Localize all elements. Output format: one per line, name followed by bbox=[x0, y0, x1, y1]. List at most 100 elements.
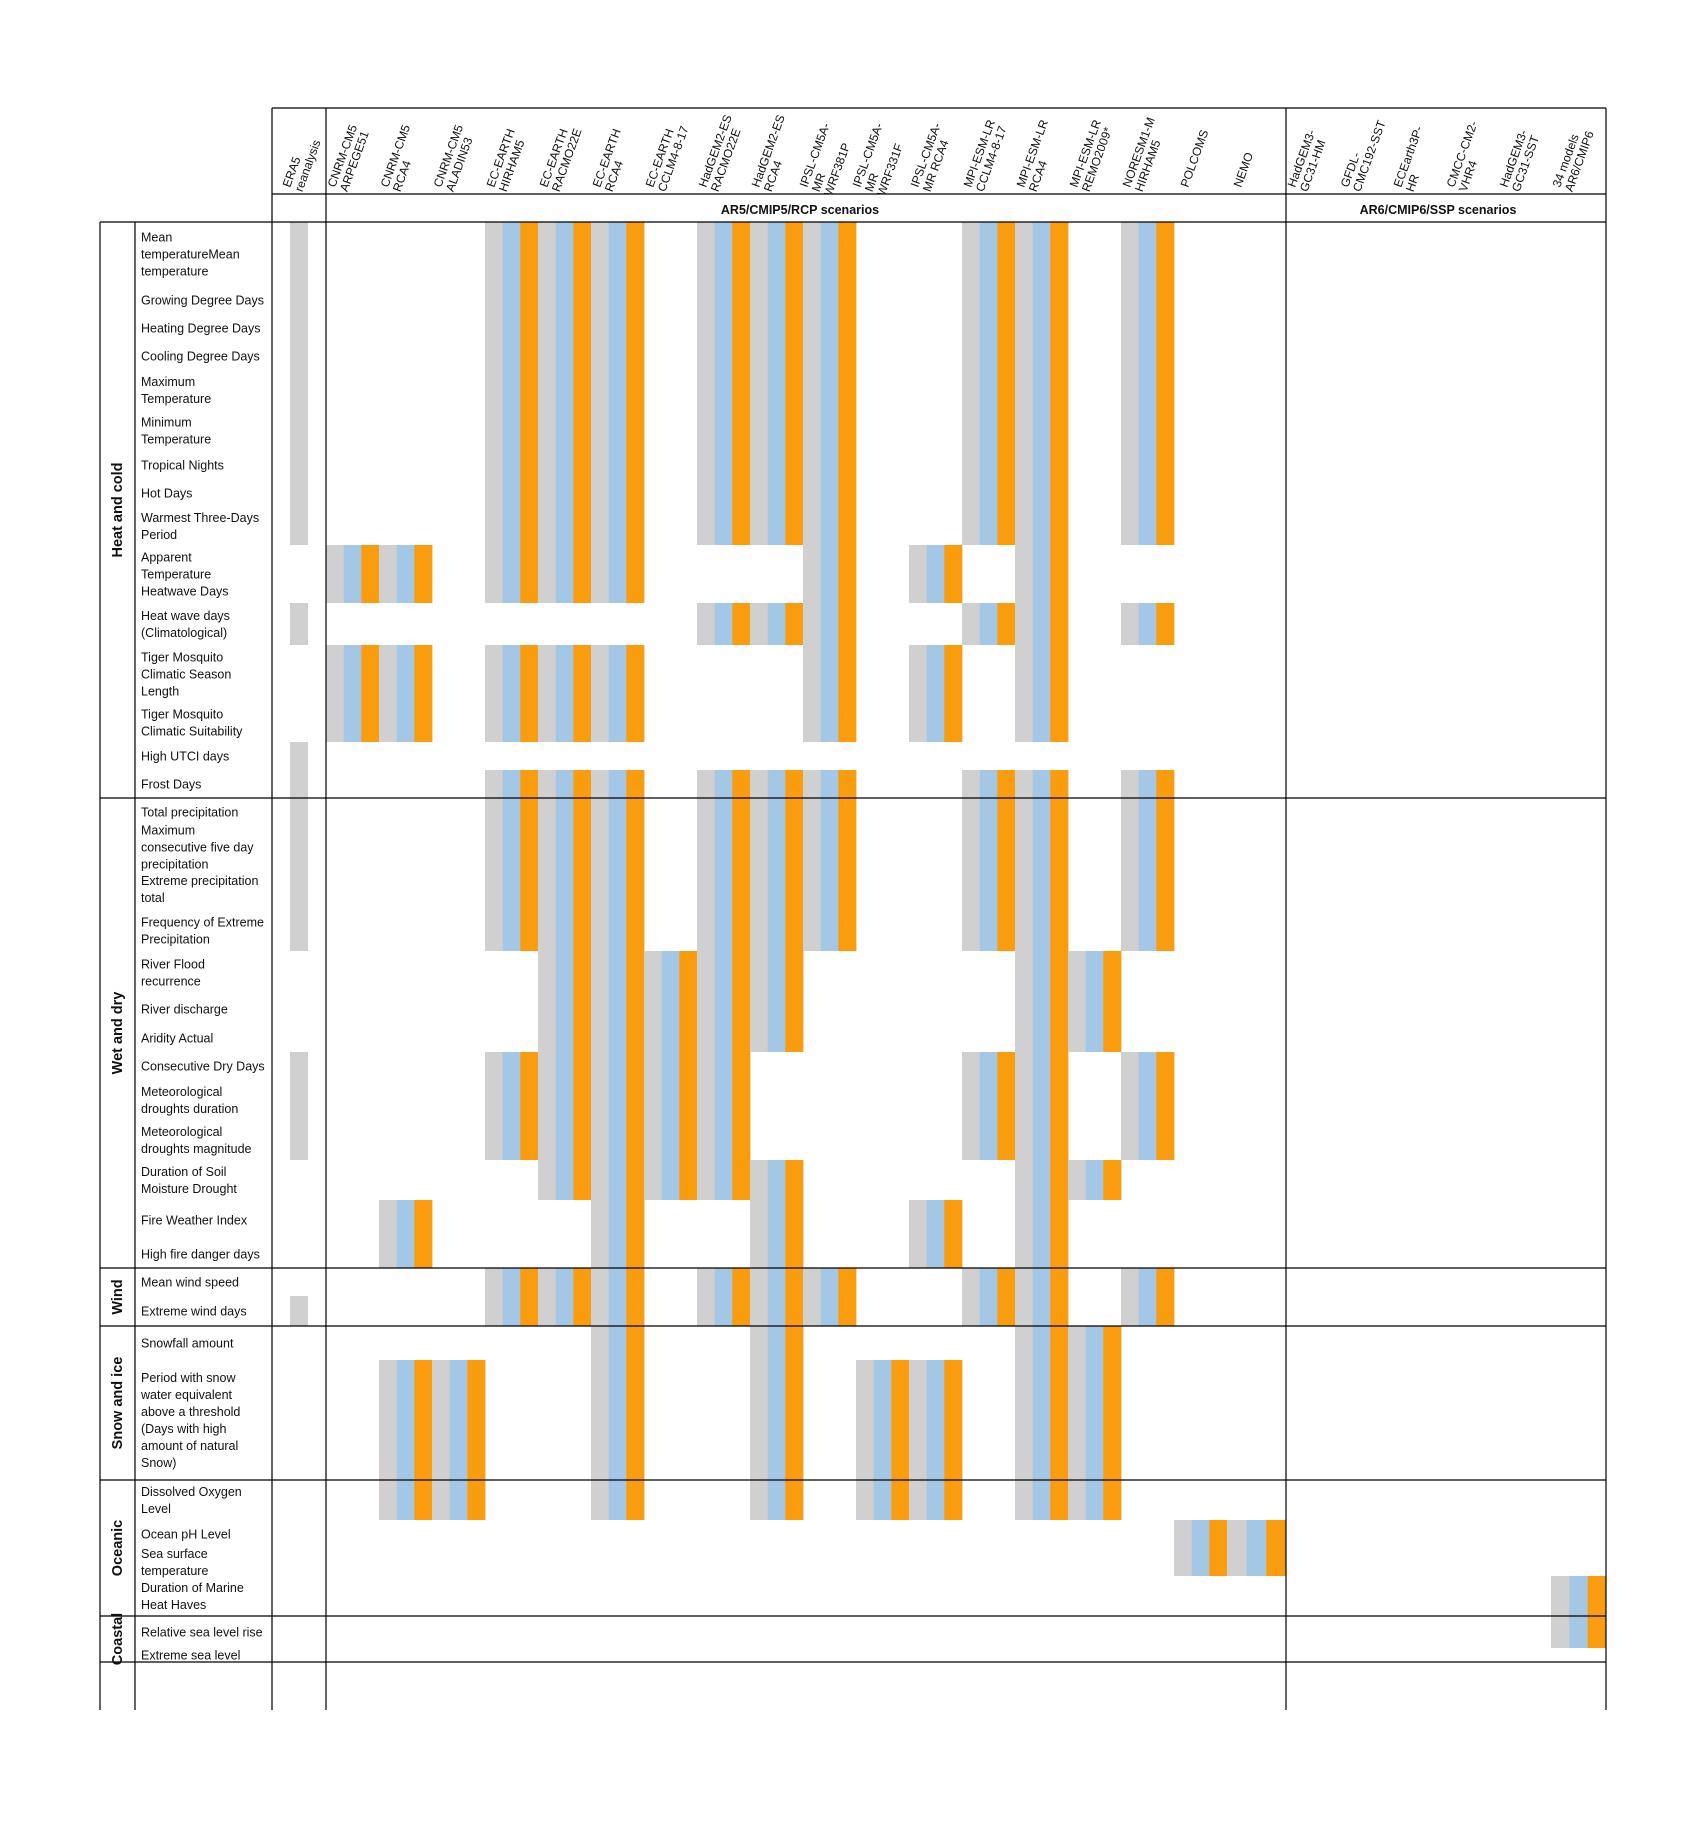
availability-bar-ec-earth-hirham5-rcp85 bbox=[520, 1052, 539, 1160]
indicator-label-line: Length bbox=[141, 685, 179, 699]
indicator-label: Growing Degree Days bbox=[141, 294, 264, 308]
availability-bar-polcoms-historical bbox=[1174, 1520, 1193, 1576]
header-era5: ERA5reanalysis bbox=[280, 133, 324, 193]
availability-bar-ipsl-cm5a-mr-rca4-rcp45 bbox=[926, 545, 945, 603]
indicator-label-line: Duration of Marine bbox=[141, 1581, 244, 1595]
availability-bar-hadgem2-es-rca4-historical bbox=[750, 770, 769, 1052]
indicator-label-line: Apparent bbox=[141, 551, 192, 565]
availability-bar-noresm1-m-hirham5-rcp45 bbox=[1138, 1052, 1157, 1160]
availability-bar-noresm1-m-hirham5-rcp85 bbox=[1156, 1268, 1175, 1326]
header-noresm1-m-hirham5: NORESM1-MHIRHAM5 bbox=[1120, 115, 1170, 193]
availability-bar-mpi-esm-lr-rca4-rcp45 bbox=[1032, 222, 1051, 742]
availability-bar-noresm1-m-hirham5-historical bbox=[1121, 770, 1140, 951]
indicator-label: High UTCI days bbox=[141, 750, 229, 764]
availability-bar-ec-earth-racmo22e-historical bbox=[538, 222, 557, 603]
header-cnrm-cm5-aladin53: CNRM-CM5ALADIN53 bbox=[431, 123, 479, 194]
availability-bar-hadgem2-es-racmo22e-historical bbox=[697, 603, 716, 645]
availability-bar-cnrm-cm5-arpege51-rcp45 bbox=[343, 645, 362, 742]
availability-bar-cnrm-cm5-rca4-historical bbox=[379, 1200, 398, 1268]
indicator-label-line: amount of natural bbox=[141, 1439, 238, 1453]
availability-bar-nemo-rcp45 bbox=[1246, 1520, 1267, 1576]
availability-bar-hadgem2-es-rca4-historical bbox=[750, 1160, 769, 1520]
availability-bar-ec-earth-rca4-rcp45 bbox=[608, 645, 627, 742]
availability-bar-mpi-esm-lr-rca4-rcp45 bbox=[1032, 770, 1051, 1520]
header-mpi-esm-lr-cclm4-8-17: MPI-ESM-LRCCLM4-8-17 bbox=[961, 118, 1011, 194]
availability-bar-ec-earth-rca4-rcp45 bbox=[608, 222, 627, 603]
availability-bar-cnrm-cm5-arpege51-historical bbox=[326, 645, 345, 742]
indicator-label: Tropical Nights bbox=[141, 459, 224, 473]
availability-bar-ec-earth-hirham5-historical bbox=[485, 1052, 504, 1160]
availability-bar-mpi-esm-lr-cclm4-8-17-historical bbox=[962, 770, 981, 951]
availability-bar-cnrm-cm5-rca4-rcp45 bbox=[396, 1200, 415, 1268]
availability-bar-era5 bbox=[290, 1296, 308, 1326]
indicator-label: Hot Days bbox=[141, 487, 192, 501]
availability-bar-era5 bbox=[290, 222, 308, 545]
indicator-label: Ocean pH Level bbox=[141, 1528, 231, 1542]
indicator-label-line: Frequency of Extreme bbox=[141, 916, 264, 930]
indicator-label-line: Heating Degree Days bbox=[141, 322, 261, 336]
availability-bar-mpi-esm-lr-cclm4-8-17-historical bbox=[962, 603, 981, 645]
availability-bar-cnrm-cm5-rca4-historical bbox=[379, 545, 398, 603]
indicator-label-line: (Days with high bbox=[141, 1422, 226, 1436]
availability-bar-ipsl-cm5a-mr-rca4-rcp85 bbox=[944, 545, 963, 603]
header-mpi-esm-lr-remo2009: MPI-ESM-LRREMO2009* bbox=[1067, 118, 1117, 194]
availability-bar-ec-earth-rca4-rcp85 bbox=[626, 770, 645, 1520]
availability-bar-ipsl-cm5a-mr-rca4-rcp45 bbox=[926, 1200, 945, 1268]
availability-bar-ec-earth-racmo22e-rcp85 bbox=[573, 770, 592, 1200]
availability-bar-ec-earth-hirham5-historical bbox=[485, 1268, 504, 1326]
indicator-label: Heating Degree Days bbox=[141, 322, 261, 336]
indicator-label: Apparent Temperature Heatwave Days bbox=[141, 551, 229, 599]
header-ec-earth-cclm4-8-17: EC-EARTHCCLM4-8-17 bbox=[643, 119, 692, 193]
availability-bar-mpi-esm-lr-cclm4-8-17-rcp45 bbox=[979, 1268, 998, 1326]
indicator-label-line: High fire danger days bbox=[141, 1248, 260, 1262]
header-line: POLCOMS bbox=[1178, 128, 1212, 189]
availability-bar-cnrm-cm5-rca4-historical bbox=[379, 645, 398, 742]
indicator-label: Meteorological droughts magnitude bbox=[141, 1125, 252, 1156]
availability-bar-hadgem2-es-racmo22e-rcp45 bbox=[714, 1268, 733, 1326]
availability-bar-hadgem2-es-racmo22e-rcp45 bbox=[714, 222, 733, 545]
availability-bar-cnrm-cm5-arpege51-rcp45 bbox=[343, 545, 362, 603]
availability-bar-mpi-esm-lr-cclm4-8-17-historical bbox=[962, 1268, 981, 1326]
indicator-labels: Mean temperatureMean temperature Growing De… bbox=[140, 231, 265, 1663]
availability-bar-ec-earth-hirham5-rcp85 bbox=[520, 770, 539, 951]
availability-bar-ec-earth-cclm4-8-17-rcp45 bbox=[661, 951, 680, 1200]
availability-bar-ec-earth-hirham5-rcp45 bbox=[502, 1052, 521, 1160]
availability-bar-ec-earth-racmo22e-historical bbox=[538, 1268, 557, 1326]
availability-bar-noresm1-m-hirham5-historical bbox=[1121, 1268, 1140, 1326]
indicator-label-line: Maximum bbox=[141, 375, 195, 389]
availability-bar-hadgem2-es-racmo22e-rcp85 bbox=[732, 222, 751, 545]
header-34-models-ar6-cmip6: 34 modelsAR6/CMIP6 bbox=[1550, 124, 1597, 193]
indicator-label-line: Moisture Drought bbox=[141, 1182, 237, 1196]
availability-bar-cnrm-cm5-rca4-rcp85 bbox=[414, 1360, 433, 1520]
availability-bar-ec-earth-racmo22e-historical bbox=[538, 645, 557, 742]
availability-bar-ipsl-cm5a-mr-rca4-rcp85 bbox=[944, 1360, 963, 1520]
availability-bar-ec-earth-rca4-historical bbox=[591, 645, 610, 742]
availability-bar-cnrm-cm5-rca4-rcp85 bbox=[414, 645, 433, 742]
availability-bar-noresm1-m-hirham5-rcp45 bbox=[1138, 603, 1157, 645]
availability-bar-ec-earth-rca4-rcp45 bbox=[608, 770, 627, 1520]
indicator-label-line: temperature bbox=[141, 1564, 208, 1578]
header-cnrm-cm5-rca4: CNRM-CM5RCA4 bbox=[378, 123, 426, 194]
indicator-label: Mean temperatureMean temperature bbox=[141, 231, 240, 279]
availability-bar-ec-earth-hirham5-rcp45 bbox=[502, 770, 521, 951]
indicator-label-line: Relative sea level rise bbox=[141, 1626, 263, 1640]
header-hadgem3-gc31-hm: HadGEM3-GC31-HM bbox=[1285, 128, 1331, 194]
indicator-label-line: Temperature bbox=[141, 433, 211, 447]
availability-bar-ec-earth-racmo22e-rcp85 bbox=[573, 645, 592, 742]
indicator-label: Mean wind speed bbox=[141, 1276, 239, 1290]
indicator-label: River discharge bbox=[141, 1003, 228, 1017]
indicator-label-line: Meteorological bbox=[141, 1125, 222, 1139]
availability-bar-hadgem2-es-racmo22e-rcp85 bbox=[732, 1268, 751, 1326]
availability-bar-hadgem2-es-rca4-rcp85 bbox=[785, 222, 804, 545]
category-label-wet-and-dry: Wet and dry bbox=[110, 992, 126, 1075]
header-ecearth3p-hr: ECEarth3P-HR bbox=[1391, 124, 1438, 193]
availability-bar-mpi-esm-lr-remo2009-rcp45 bbox=[1085, 951, 1104, 1052]
header-nemo: NEMO bbox=[1231, 150, 1256, 189]
indicator-label-line: Cooling Degree Days bbox=[141, 350, 260, 364]
availability-bar-mpi-esm-lr-rca4-rcp85 bbox=[1050, 222, 1069, 742]
availability-bar-cnrm-cm5-rca4-rcp45 bbox=[396, 545, 415, 603]
availability-bar-era5 bbox=[290, 742, 308, 951]
indicator-label-line: Extreme wind days bbox=[141, 1305, 247, 1319]
